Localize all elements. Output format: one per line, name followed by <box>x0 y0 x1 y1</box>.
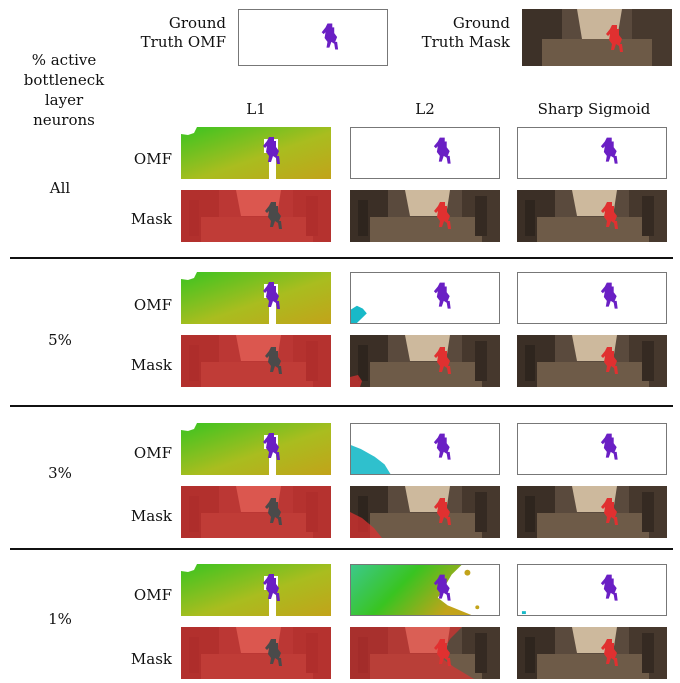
row-header: % active bottleneck layer neurons <box>23 51 105 129</box>
gt-omf-image <box>238 9 388 66</box>
omf-panel-l1 <box>181 423 331 475</box>
omf-panel-sharp-sigmoid <box>517 272 667 324</box>
group-label-1: 1% <box>48 610 72 628</box>
mask-panel-l2 <box>350 486 500 538</box>
mask-panel-l1 <box>181 335 331 387</box>
group-label-3: 3% <box>48 464 72 482</box>
mask-panel-sharp-sigmoid-svg <box>517 335 667 387</box>
omf-panel-l1 <box>181 272 331 324</box>
omf-panel-sharp-sigmoid-svg <box>518 424 666 474</box>
row-label-mask: Mask <box>130 507 172 525</box>
mask-panel-sharp-sigmoid-svg <box>517 190 667 242</box>
mask-panel-l2 <box>350 335 500 387</box>
mask-panel-l2-svg <box>350 627 500 679</box>
omf-panel-l1-svg <box>181 564 331 616</box>
mask-panel-sharp-sigmoid <box>517 190 667 242</box>
omf-panel-sharp-sigmoid <box>517 127 667 179</box>
gt-mask-label: Ground Truth Mask <box>421 14 510 51</box>
row-label-omf: OMF <box>133 444 172 462</box>
omf-panel-sharp-sigmoid-svg <box>518 273 666 323</box>
mask-panel-l1-svg <box>181 486 331 538</box>
group-label-all: All <box>49 179 71 197</box>
mask-panel-sharp-sigmoid <box>517 486 667 538</box>
mask-panel-l2-svg <box>350 190 500 242</box>
mask-panel-l2 <box>350 627 500 679</box>
row-label-mask: Mask <box>130 210 172 228</box>
omf-panel-l1-svg <box>181 127 331 179</box>
group-separator <box>10 257 673 259</box>
mask-panel-l1 <box>181 190 331 242</box>
omf-panel-sharp-sigmoid <box>517 564 667 616</box>
omf-panel-l2 <box>350 564 500 616</box>
group-separator <box>10 405 673 407</box>
mask-panel-sharp-sigmoid <box>517 335 667 387</box>
row-label-omf: OMF <box>133 296 172 314</box>
gt-omf-svg <box>321 23 339 50</box>
column-header-l2: L2 <box>415 100 435 118</box>
row-label-omf: OMF <box>133 150 172 168</box>
mask-panel-sharp-sigmoid-svg <box>517 627 667 679</box>
omf-panel-l2-svg <box>351 273 499 323</box>
group-label-5: 5% <box>48 331 72 349</box>
mask-panel-l1-svg <box>181 190 331 242</box>
omf-panel-l2-svg <box>351 128 499 178</box>
omf-panel-l2 <box>350 127 500 179</box>
omf-panel-l1-svg <box>181 272 331 324</box>
omf-panel-sharp-sigmoid-svg <box>518 128 666 178</box>
gt-mask-image <box>522 9 672 66</box>
gt-mask-svg <box>522 9 672 66</box>
column-header-sharp-sigmoid: Sharp Sigmoid <box>537 100 651 118</box>
mask-panel-l1-svg <box>181 335 331 387</box>
mask-panel-sharp-sigmoid <box>517 627 667 679</box>
mask-panel-l2 <box>350 190 500 242</box>
omf-panel-l2 <box>350 423 500 475</box>
omf-panel-l2 <box>350 272 500 324</box>
mask-panel-l1-svg <box>181 627 331 679</box>
omf-panel-sharp-sigmoid <box>517 423 667 475</box>
mask-panel-l1 <box>181 486 331 538</box>
mask-panel-l2-svg <box>350 486 500 538</box>
mask-panel-sharp-sigmoid-svg <box>517 486 667 538</box>
row-label-mask: Mask <box>130 356 172 374</box>
omf-panel-l2-svg <box>351 565 499 615</box>
omf-panel-l1 <box>181 127 331 179</box>
row-label-omf: OMF <box>133 586 172 604</box>
omf-panel-l1-svg <box>181 423 331 475</box>
omf-panel-sharp-sigmoid-svg <box>518 565 666 615</box>
column-header-l1: L1 <box>246 100 266 118</box>
mask-panel-l2-svg <box>350 335 500 387</box>
omf-panel-l2-svg <box>351 424 499 474</box>
row-label-mask: Mask <box>130 650 172 668</box>
omf-panel-l1 <box>181 564 331 616</box>
mask-panel-l1 <box>181 627 331 679</box>
gt-omf-label: Ground Truth OMF <box>140 14 226 51</box>
group-separator <box>10 548 673 550</box>
